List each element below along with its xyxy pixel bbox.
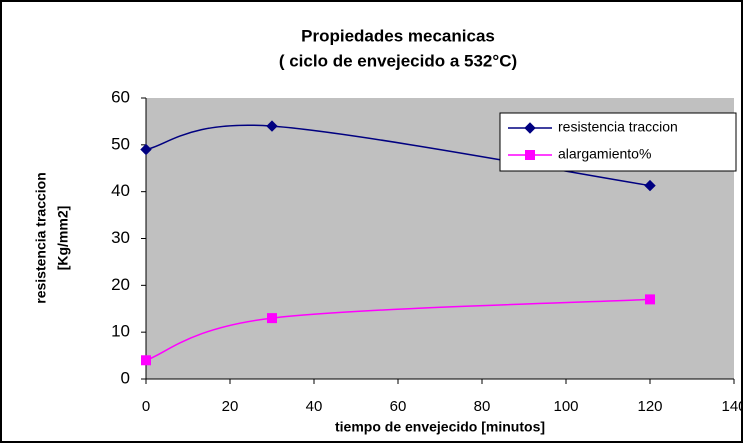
y-tick-label: 50 [111,134,130,153]
x-tick-label: 140 [721,398,743,415]
chart-title: ( ciclo de envejecido a 532°C) [279,51,517,70]
y-tick-label: 20 [111,275,130,294]
marker [140,143,152,156]
marker [644,179,656,192]
x-tick-label: 80 [474,398,491,415]
marker [266,120,278,132]
y-tick-label: 40 [111,181,130,200]
marker [524,122,536,134]
x-tick-label: 100 [553,398,578,415]
legend [499,112,737,172]
marker [267,313,277,324]
y-axis-label: [Kg/mm2] [55,206,71,271]
x-tick-label: 20 [222,398,239,415]
y-tick-label: 30 [111,228,130,247]
x-tick-label: 60 [390,398,407,415]
x-tick-label: 40 [306,398,323,415]
y-tick-label: 0 [121,368,130,387]
chart-title: Propiedades mecanicas [301,26,495,45]
marker [141,355,151,366]
y-tick-label: 60 [111,87,130,106]
y-axis-label: resistencia traccion [33,172,49,304]
y-tick-label: 10 [111,322,130,341]
marker [525,150,535,160]
x-tick-label: 120 [637,398,662,415]
series-line [145,124,651,187]
x-axis-label: tiempo de envejecido [minutos] [335,419,545,435]
legend-label: alargamiento% [558,146,651,162]
legend-label: resistencia traccion [558,119,678,135]
marker [645,294,655,305]
series-line [145,298,651,361]
x-tick-label: 0 [142,398,150,415]
